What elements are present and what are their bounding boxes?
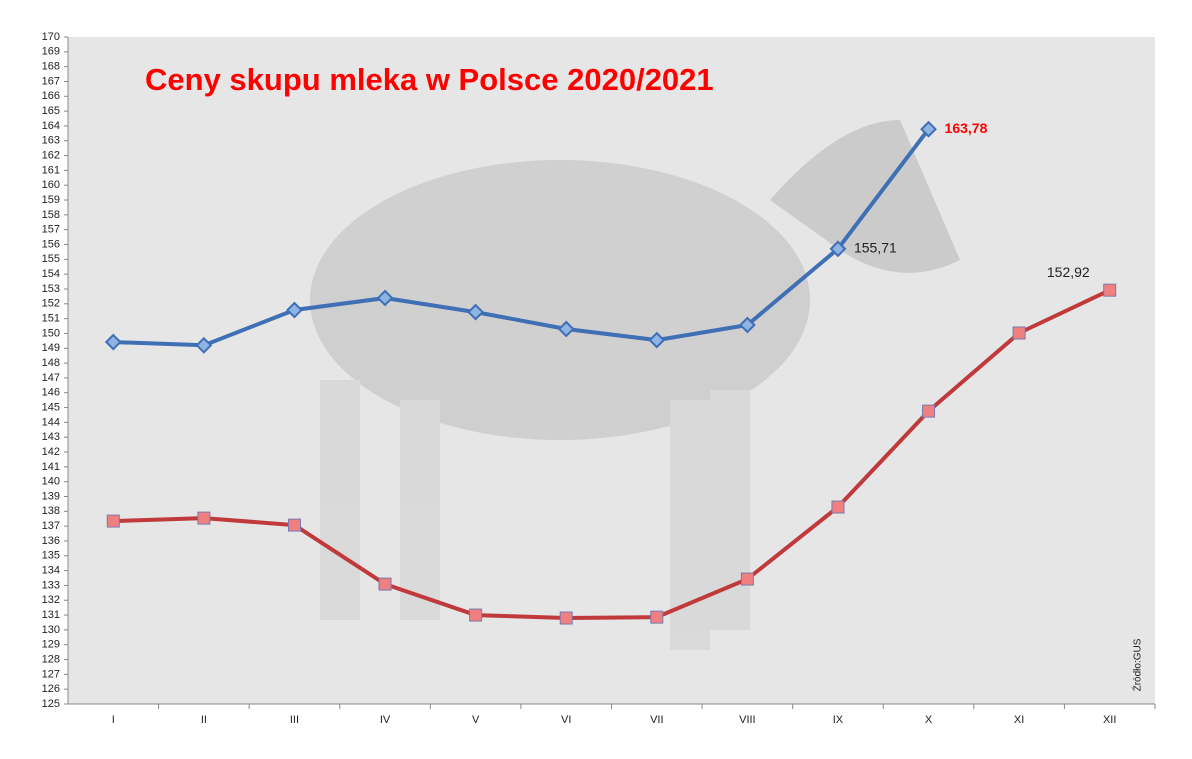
x-tick-label: III [290,714,299,726]
y-tick-label: 164 [42,120,60,132]
marker [738,316,756,334]
y-tick-label: 150 [42,327,60,339]
marker [287,518,301,532]
y-tick-label: 160 [42,179,60,191]
marker [559,611,573,625]
data-label: 163,78 [945,120,988,136]
marker [378,577,392,591]
marker [195,336,213,354]
marker [197,511,211,525]
x-tick-label: I [112,714,115,726]
x-tick-label: II [201,714,207,726]
marker [922,404,936,418]
x-tick-label: IX [833,714,844,726]
y-tick-label: 158 [42,209,60,221]
y-tick-label: 141 [42,461,60,473]
marker [829,240,847,258]
y-tick-label: 170 [42,31,60,43]
y-tick-label: 168 [42,61,60,73]
x-tick-label: VII [650,714,663,726]
y-tick-label: 149 [42,342,60,354]
y-tick-label: 129 [42,639,60,651]
x-tick-label: V [472,714,480,726]
marker [831,500,845,514]
y-tick-label: 135 [42,550,60,562]
x-tick-label: XII [1103,714,1116,726]
y-tick-label: 148 [42,357,60,369]
marker [106,514,120,528]
y-tick-label: 145 [42,401,60,413]
y-tick-label: 152 [42,298,60,310]
marker [920,120,937,138]
y-tick-label: 137 [42,520,60,532]
y-tick-label: 133 [42,579,60,591]
y-tick-label: 139 [42,490,60,502]
y-tick-label: 159 [42,194,60,206]
y-tick-label: 153 [42,283,60,295]
series-line [113,288,1111,621]
x-tick-label: IV [380,714,391,726]
chart-title: Ceny skupu mleka w Polsce 2020/2021 [145,62,714,97]
marker [1103,283,1117,297]
y-tick-label: 163 [42,135,60,147]
marker [648,331,666,349]
x-tick-label: XI [1014,714,1024,726]
y-tick-label: 142 [42,446,60,458]
y-tick-label: 138 [42,505,60,517]
y-tick-label: 126 [42,683,60,695]
y-tick-label: 151 [42,313,60,325]
y-tick-label: 157 [42,224,60,236]
y-tick-label: 165 [42,105,60,117]
x-tick-label: X [925,714,933,726]
y-tick-label: 147 [42,372,60,384]
y-tick-label: 131 [42,609,60,621]
y-tick-label: 154 [42,268,60,280]
marker [650,610,664,624]
y-tick-label: 146 [42,387,60,399]
y-tick-label: 127 [42,668,60,680]
y-tick-label: 156 [42,238,60,250]
x-tick-label: VI [561,714,571,726]
y-tick-label: 166 [42,90,60,102]
x-tick-label: VIII [739,714,756,726]
data-label: 152,92 [1047,264,1090,280]
y-tick-label: 169 [42,46,60,58]
series-line [113,127,931,348]
y-tick-label: 136 [42,535,60,547]
y-tick-label: 143 [42,431,60,443]
y-tick-label: 128 [42,653,60,665]
marker [286,301,303,319]
marker [557,320,575,338]
y-tick-label: 132 [42,594,60,606]
y-tick-label: 144 [42,416,60,428]
y-tick-label: 130 [42,624,60,636]
source-note: Źródło:GUS [1131,638,1144,691]
y-tick-label: 161 [42,164,60,176]
marker [740,572,754,586]
y-tick-label: 162 [42,149,60,161]
marker [467,303,485,321]
marker [469,608,483,622]
y-tick-label: 134 [42,565,60,577]
marker [376,289,394,307]
marker [104,333,122,351]
y-tick-label: 140 [42,476,60,488]
y-tick-label: 155 [42,253,60,265]
y-tick-label: 125 [42,698,60,710]
marker [1012,326,1026,340]
data-label: 155,71 [854,240,897,256]
background-cow [310,120,960,650]
y-tick-label: 167 [42,75,60,87]
